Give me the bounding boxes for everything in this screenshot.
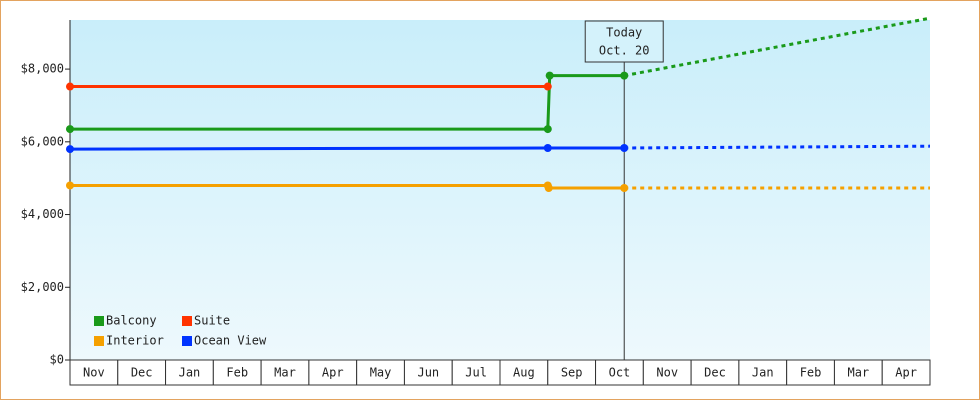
y-tick-label: $0: [50, 353, 64, 367]
x-cell: [499, 359, 549, 386]
x-cell: [308, 359, 358, 386]
point: [543, 82, 552, 91]
x-tick-label: Oct: [609, 366, 631, 380]
legend-label: Ocean View: [194, 334, 267, 348]
point: [66, 82, 74, 91]
point: [543, 144, 552, 152]
legend-label: Balcony: [106, 314, 157, 328]
point: [620, 71, 629, 80]
point: [66, 181, 74, 190]
y-tick-label: $8,000: [21, 62, 64, 76]
x-tick-label: Jun: [417, 366, 439, 380]
series-line: [70, 74, 625, 131]
x-cell: [595, 359, 644, 386]
x-cell: [881, 359, 931, 386]
legend-label: Suite: [194, 314, 230, 328]
y-tick-label: $2,000: [21, 280, 64, 294]
legend-label: Interior: [106, 334, 164, 348]
forecast-line: [623, 16, 931, 78]
x-cell: [833, 359, 883, 386]
x-tick-label: Mar: [274, 366, 296, 380]
x-tick-label: Jan: [752, 366, 774, 380]
point: [66, 125, 74, 134]
x-cell: [212, 359, 262, 386]
x-tick-label: Jan: [179, 366, 201, 380]
y-tick-label: $4,000: [21, 207, 64, 221]
x-tick-label: Apr: [895, 366, 917, 380]
x-tick-label: Mar: [847, 366, 869, 380]
series-line: [69, 146, 625, 151]
x-tick-label: Nov: [656, 366, 678, 380]
x-cell: [547, 359, 597, 386]
point: [66, 145, 74, 154]
point: [620, 144, 629, 152]
x-cell: [451, 359, 501, 386]
y-tick-label: $6,000: [21, 134, 64, 148]
x-tick-label: Dec: [704, 366, 726, 380]
x-cell: [642, 359, 692, 386]
x-cell: [69, 359, 119, 386]
x-tick-label: Jul: [465, 366, 487, 380]
x-cell: [403, 359, 453, 386]
point: [544, 184, 553, 192]
forecast-line: [624, 144, 931, 150]
legend-swatch: [182, 316, 192, 326]
point: [545, 71, 554, 80]
today-box: [584, 20, 664, 63]
x-tick-label: Aug: [513, 366, 535, 380]
x-tick-label: Apr: [322, 366, 344, 380]
x-tick-label: Dec: [131, 366, 153, 380]
x-tick-label: Feb: [226, 366, 248, 380]
today-label: Today: [606, 26, 642, 40]
today-label: Oct. 20: [599, 44, 650, 58]
x-cell: [356, 359, 405, 386]
x-tick-label: Nov: [83, 366, 105, 380]
point: [620, 184, 629, 192]
x-cell: [260, 359, 310, 386]
plot-background: [70, 20, 930, 360]
x-tick-label: Sep: [561, 366, 583, 380]
legend-swatch: [94, 336, 104, 346]
x-cell: [690, 359, 740, 386]
point: [543, 125, 552, 134]
x-tick-label: Feb: [800, 366, 822, 380]
legend-swatch: [182, 336, 192, 346]
x-tick-label: May: [370, 366, 392, 380]
legend-swatch: [94, 316, 104, 326]
